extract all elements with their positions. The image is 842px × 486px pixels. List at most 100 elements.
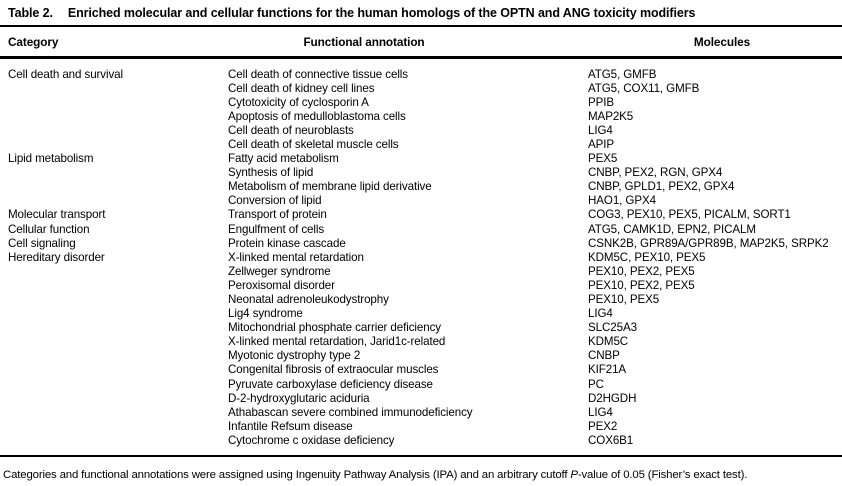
molecules-cell: PPIB [588,95,615,109]
table-row: Infantile Refsum disease PEX2 [0,420,842,434]
annotation-cell: Athabascan severe combined immunodeficie… [228,405,473,419]
annotation-cell: Lig4 syndrome [228,307,303,321]
annotation-cell: Cell death of kidney cell lines [228,81,375,95]
table-row: Cytochrome c oxidase deficiency COX6B1 [0,434,842,456]
category-cell [0,166,228,180]
category-cell [0,349,228,363]
molecules-cell: SLC25A3 [588,321,637,335]
molecules-cell: HAO1, GPX4 [588,194,656,208]
molecules-cell: CNBP, GPLD1, PEX2, GPX4 [588,180,735,194]
table-row: D-2-hydroxyglutaric aciduria D2HGDH [0,392,842,406]
molecules-cell: CNBP [588,349,620,363]
category-cell [0,434,228,456]
table-row: Peroxisomal disorder PEX10, PEX2, PEX5 [0,279,842,293]
molecules-cell: PEX10, PEX5 [588,293,660,306]
table-title-text: Enriched molecular and cellular function… [67,6,696,20]
table-row: Cell death of skeletal muscle cells APIP [0,138,842,152]
annotation-cell: Infantile Refsum disease [228,419,353,433]
category-cell [0,321,228,335]
molecules-cell: PEX2 [588,419,618,433]
annotation-cell: X-linked mental retardation [228,250,364,264]
annotation-cell: Cytotoxicity of cyclosporin A [228,95,369,109]
annotation-cell: Fatty acid metabolism [228,152,339,166]
annotation-cell: Cell death of neuroblasts [228,123,354,137]
annotation-cell: Cell death of skeletal muscle cells [228,137,399,151]
annotation-cell: X-linked mental retardation, Jarid1c-rel… [228,335,446,349]
category-cell [0,392,228,406]
table-row: Lipid metabolism Fatty acid metabolism PEX… [0,152,842,166]
annotation-cell: Zellweger syndrome [228,264,331,278]
category-cell [0,307,228,321]
column-header-category: Category [0,26,228,59]
molecules-cell: CSNK2B, GPR89A/GPR89B, MAP2K5, SRPK2 [588,236,829,250]
footnote-text-start: Categories and functional annotations we… [3,469,571,482]
results-table: Category Functional annotation Molecules… [0,26,842,458]
table-row: Lig4 syndrome LIG4 [0,307,842,321]
category-cell [0,420,228,434]
annotation-cell: Cytochrome c oxidase deficiency [228,433,395,447]
category-cell: Cellular function [8,222,90,236]
table-row: Metabolism of membrane lipid derivative C… [0,180,842,194]
table-row: Apoptosis of medulloblastoma cells MAP2K5 [0,110,842,124]
column-header-functional-annotation: Functional annotation [228,26,588,59]
table-row: Pyruvate carboxylase deficiency disease P… [0,378,842,392]
table-row: Cell death and survival Cell death of con… [0,57,842,82]
category-cell [0,194,228,208]
category-cell: Hereditary disorder [8,250,105,264]
category-cell [0,293,228,307]
annotation-cell: Transport of protein [228,208,327,222]
category-cell [0,138,228,152]
category-cell [0,124,228,138]
table-row: Cell death of kidney cell lines ATG5, COX… [0,82,842,96]
footnote-text-end: -value of 0.05 (Fisher’s exact test). [577,469,748,482]
annotation-cell: Pyruvate carboxylase deficiency disease [228,377,433,391]
molecules-cell: LIG4 [588,405,613,419]
molecules-cell: LIG4 [588,123,613,137]
molecules-cell: COG3, PEX10, PEX5, PICALM, SORT1 [588,208,791,222]
annotation-cell: Protein kinase cascade [228,236,346,250]
table-row: Athabascan severe combined immunodeficie… [0,406,842,420]
table-row: Hereditary disorder X-linked mental retar… [0,251,842,265]
annotation-cell: Myotonic dystrophy type 2 [228,349,361,363]
annotation-cell: Conversion of lipid [228,194,322,208]
header-row: Category Functional annotation Molecules [0,26,842,59]
table-row: Molecular transport Transport of protein C… [0,208,842,222]
category-cell [0,265,228,279]
table-row: Mitochondrial phosphate carrier deficien… [0,321,842,335]
column-header-molecules: Molecules [588,26,842,59]
molecules-cell: ATG5, CAMK1D, EPN2, PICALM [588,222,756,236]
molecules-cell: APIP [588,137,615,151]
molecules-cell: D2HGDH [588,391,637,405]
table-title: Table 2. Enriched molecular and cellular… [0,0,842,27]
table-row: Cytotoxicity of cyclosporin A PPIB [0,96,842,110]
category-cell: Cell death and survival [8,67,123,81]
table-row: Synthesis of lipid CNBP, PEX2, RGN, GPX4 [0,166,842,180]
molecules-cell: KIF21A [588,363,627,377]
annotation-cell: Synthesis of lipid [228,166,314,180]
footnote-italic-p: P [570,469,578,482]
category-cell [0,363,228,377]
table-row: Cell death of neuroblasts LIG4 [0,124,842,138]
category-cell [0,110,228,124]
annotation-cell: Engulfment of cells [228,222,325,236]
annotation-cell: Congenital fibrosis of extraocular muscl… [228,363,439,377]
molecules-cell: ATG5, COX11, GMFB [588,81,700,95]
annotation-cell: Peroxisomal disorder [228,278,335,292]
table-row: Myotonic dystrophy type 2 CNBP [0,349,842,363]
category-cell [0,378,228,392]
category-cell [0,180,228,194]
molecules-cell: PC [588,377,604,391]
annotation-cell: Metabolism of membrane lipid derivative [228,180,432,194]
table-row: Congenital fibrosis of extraocular muscl… [0,363,842,377]
category-cell: Molecular transport [8,208,106,222]
molecules-cell: LIG4 [588,307,613,321]
table-number-label: Table 2. [8,6,53,20]
category-cell [0,82,228,96]
annotation-cell: Mitochondrial phosphate carrier deficien… [228,321,441,335]
table-row: Cellular function Engulfment of cells ATG5… [0,223,842,237]
molecules-cell: MAP2K5 [588,109,634,123]
molecules-cell: COX6B1 [588,433,634,447]
molecules-cell: PEX10, PEX2, PEX5 [588,264,695,278]
molecules-cell: KDM5C, PEX10, PEX5 [588,250,706,264]
